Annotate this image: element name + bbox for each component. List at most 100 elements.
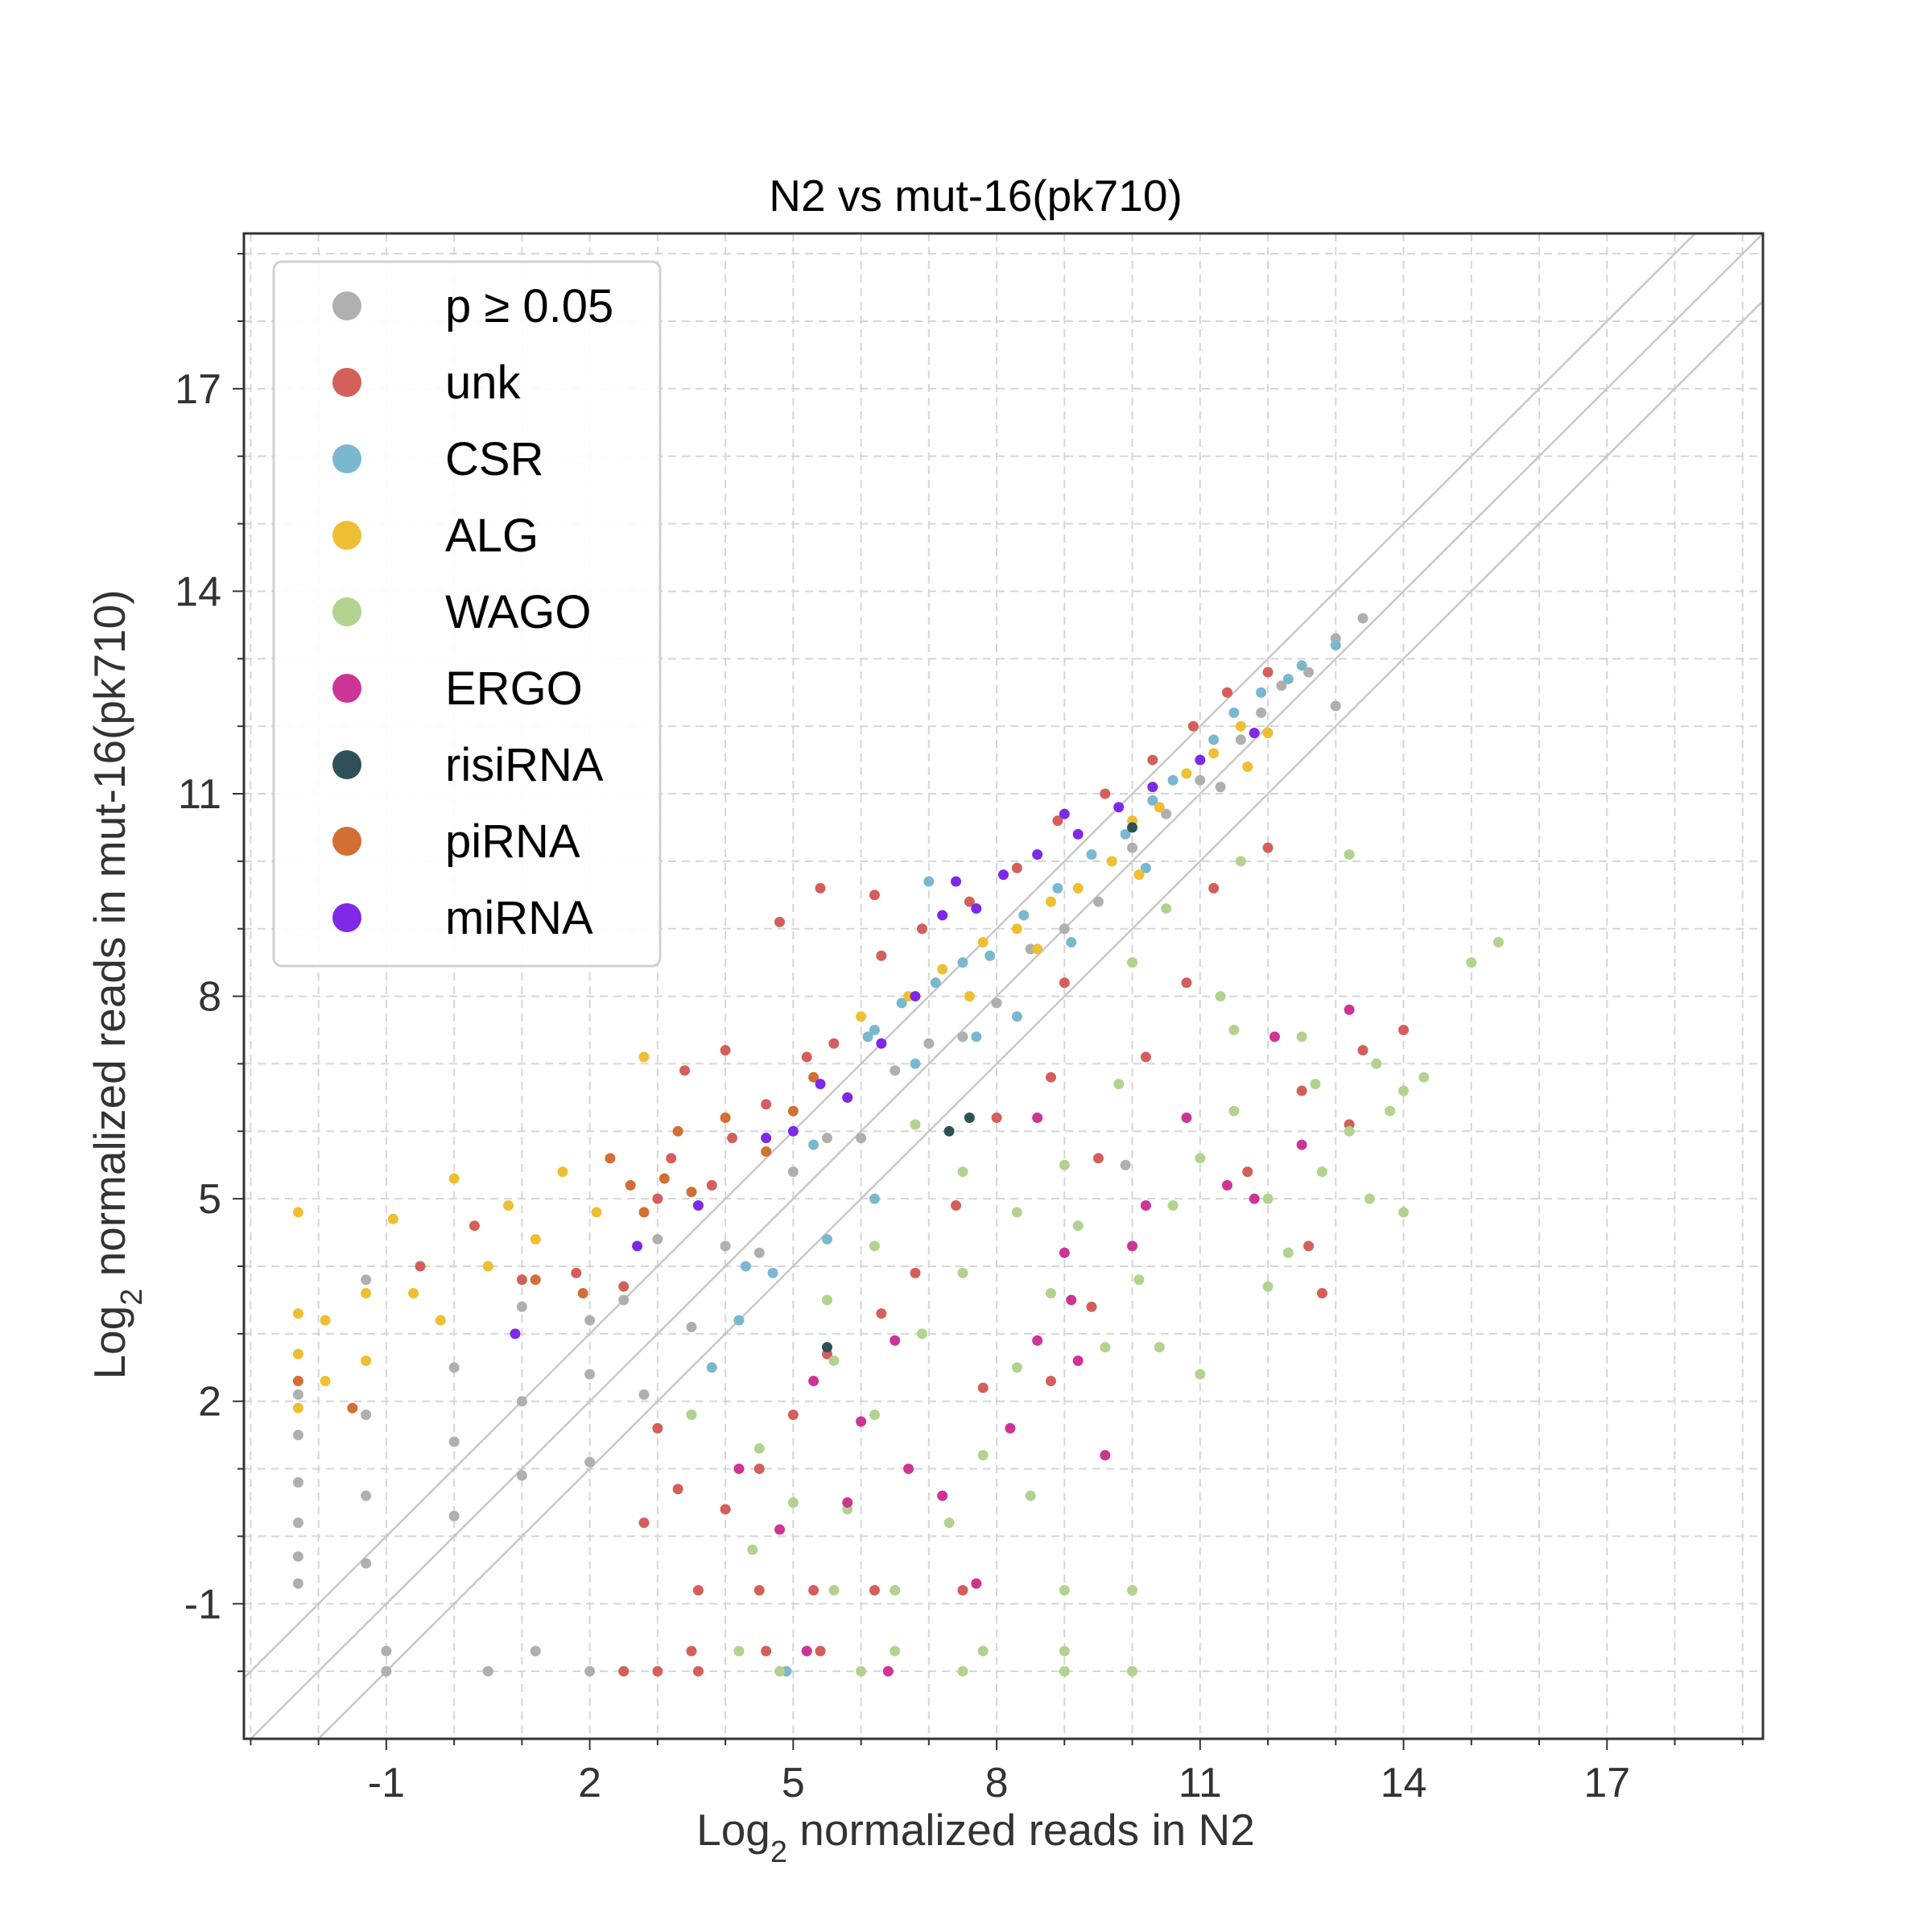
data-point xyxy=(618,1666,630,1677)
data-point xyxy=(387,1213,398,1224)
data-point xyxy=(1045,1071,1056,1083)
data-point xyxy=(869,1193,880,1204)
data-point xyxy=(1086,848,1097,860)
data-point xyxy=(910,991,921,1002)
data-point xyxy=(964,991,975,1002)
data-point xyxy=(571,1267,582,1278)
data-point xyxy=(890,1645,901,1657)
legend-marker xyxy=(332,291,361,320)
data-point xyxy=(774,1666,786,1677)
data-point xyxy=(1100,1342,1111,1353)
data-point xyxy=(1120,828,1131,840)
data-point xyxy=(930,977,941,989)
data-point xyxy=(469,1220,480,1232)
data-point xyxy=(923,876,935,887)
data-point xyxy=(753,1247,765,1258)
data-point xyxy=(733,1645,745,1657)
data-point xyxy=(1269,1031,1280,1042)
data-point xyxy=(1127,957,1138,968)
data-point xyxy=(1032,943,1043,955)
data-point xyxy=(787,1105,799,1117)
x-tick-label: -1 xyxy=(368,1760,405,1806)
data-point xyxy=(503,1200,514,1212)
data-point xyxy=(821,1233,832,1245)
data-point xyxy=(869,890,880,901)
y-axis-title-subscript: 2 xyxy=(115,1289,149,1306)
data-point xyxy=(1092,1153,1104,1164)
data-point xyxy=(869,1241,880,1252)
data-point xyxy=(1011,862,1022,873)
reference-lines xyxy=(243,233,1764,1740)
data-point xyxy=(1072,828,1084,840)
data-point xyxy=(1045,1288,1056,1299)
data-point xyxy=(753,1463,765,1475)
data-point xyxy=(530,1645,541,1657)
series-points xyxy=(292,613,1368,1677)
y-tick-label: 11 xyxy=(178,771,221,818)
data-point xyxy=(733,1315,745,1326)
data-point xyxy=(292,1207,303,1218)
data-point xyxy=(801,1051,812,1063)
data-point xyxy=(292,1517,303,1529)
legend: p ≥ 0.05 unk CSR ALG WAGO ERGO risiRNA piRNA miR… xyxy=(272,260,662,968)
data-point xyxy=(1127,1585,1138,1596)
data-point xyxy=(1167,774,1179,786)
data-point xyxy=(1242,761,1253,772)
data-point xyxy=(787,1497,799,1509)
data-point xyxy=(815,1079,826,1090)
data-point xyxy=(1357,1045,1368,1056)
data-point xyxy=(292,1551,303,1563)
data-point xyxy=(320,1376,331,1387)
data-point xyxy=(686,1321,697,1332)
data-point xyxy=(1011,1362,1022,1373)
data-point xyxy=(808,1585,819,1596)
data-point xyxy=(937,964,948,975)
series-points xyxy=(686,848,1504,1677)
data-point xyxy=(584,1368,596,1380)
data-point xyxy=(1215,782,1226,793)
data-point xyxy=(435,1315,446,1326)
data-point xyxy=(1242,1166,1253,1178)
series-points xyxy=(292,1071,819,1414)
data-point xyxy=(1025,1490,1036,1501)
data-point xyxy=(381,1645,392,1657)
data-point xyxy=(292,1376,303,1387)
data-point xyxy=(910,1119,921,1130)
data-point xyxy=(787,1166,799,1178)
data-point xyxy=(957,1166,968,1178)
x-tick-label: 5 xyxy=(782,1760,805,1806)
data-point xyxy=(1364,1193,1375,1204)
data-point xyxy=(856,1133,867,1144)
data-point xyxy=(761,1645,772,1657)
data-point xyxy=(652,1233,663,1245)
legend-marker xyxy=(332,368,361,397)
data-point xyxy=(869,1585,880,1596)
data-point xyxy=(971,1578,982,1589)
legend-label: p ≥ 0.05 xyxy=(445,280,613,332)
data-point xyxy=(1262,1193,1274,1204)
data-point xyxy=(1052,882,1063,894)
x-tick-label: 2 xyxy=(578,1760,601,1806)
data-point xyxy=(292,1578,303,1589)
data-point xyxy=(320,1315,331,1326)
data-point xyxy=(408,1288,419,1299)
data-point xyxy=(1140,1200,1151,1212)
data-point xyxy=(361,1288,372,1299)
legend-label: miRNA xyxy=(445,892,593,944)
series-points xyxy=(821,822,1138,1353)
data-point xyxy=(1133,869,1145,881)
x-axis-title-subscript: 2 xyxy=(770,1835,787,1869)
data-point xyxy=(943,1517,955,1529)
x-tick-label: 11 xyxy=(1179,1760,1222,1806)
data-point xyxy=(1032,1335,1043,1346)
data-point xyxy=(292,1430,303,1441)
data-point xyxy=(1249,1193,1260,1204)
legend-label: ERGO xyxy=(445,663,583,715)
data-point xyxy=(510,1328,521,1340)
data-point xyxy=(292,1348,303,1360)
x-axis-title: Log2 normalized reads in N2 xyxy=(696,1805,1255,1869)
data-point xyxy=(1120,1159,1131,1170)
data-point xyxy=(957,1666,968,1677)
data-point xyxy=(1147,795,1158,806)
data-point xyxy=(1147,754,1158,766)
